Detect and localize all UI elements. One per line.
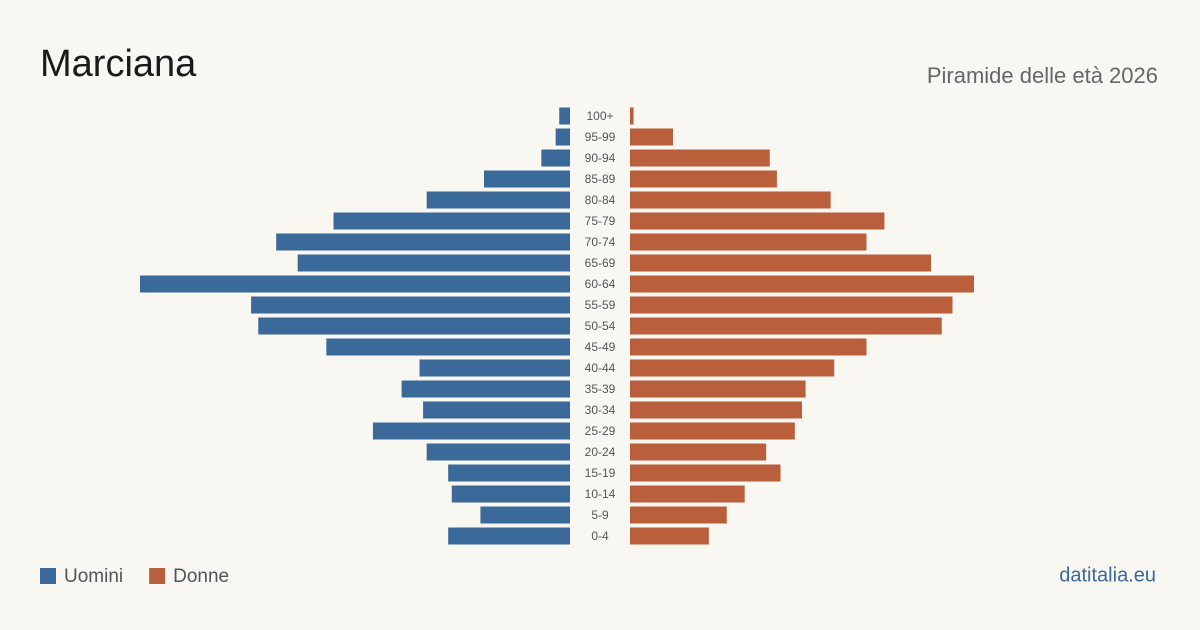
bar	[559, 107, 570, 125]
bar	[630, 506, 727, 524]
age-label: 40-44	[585, 361, 616, 375]
bar	[372, 422, 570, 440]
bar	[630, 107, 634, 125]
legend-label: Donne	[173, 566, 229, 587]
bar	[140, 275, 570, 293]
bar	[630, 296, 953, 314]
bar	[630, 464, 781, 482]
age-label: 95-99	[585, 130, 616, 144]
bar	[630, 338, 867, 356]
bar	[426, 443, 570, 461]
age-label: 5-9	[591, 508, 609, 522]
bar	[630, 422, 795, 440]
bar	[630, 527, 709, 545]
bar	[276, 233, 570, 251]
age-label: 100+	[586, 109, 613, 123]
bar	[326, 338, 570, 356]
bar	[630, 401, 802, 419]
age-label: 85-89	[585, 172, 616, 186]
age-label: 55-59	[585, 298, 616, 312]
bar	[480, 506, 570, 524]
bar	[448, 527, 570, 545]
legend-label: Uomini	[64, 566, 123, 587]
bar	[630, 317, 942, 335]
age-label: 70-74	[585, 235, 616, 249]
bar	[630, 485, 745, 503]
bar	[555, 128, 570, 146]
age-label: 20-24	[585, 445, 616, 459]
bar	[630, 443, 767, 461]
bar	[401, 380, 570, 398]
age-label: 0-4	[591, 529, 609, 543]
legend-swatch	[40, 568, 56, 584]
chart-title: Marciana	[40, 43, 197, 85]
bar	[630, 275, 974, 293]
bar	[251, 296, 571, 314]
bar	[630, 254, 931, 272]
age-label: 80-84	[585, 193, 616, 207]
bar	[258, 317, 570, 335]
bar	[630, 128, 673, 146]
age-label: 75-79	[585, 214, 616, 228]
bar	[630, 191, 831, 209]
age-label: 15-19	[585, 466, 616, 480]
bar	[630, 233, 867, 251]
bar	[484, 170, 570, 188]
source: datitalia.eu	[1059, 564, 1156, 586]
age-label: 60-64	[585, 277, 616, 291]
age-label: 30-34	[585, 403, 616, 417]
age-label: 10-14	[585, 487, 616, 501]
age-label: 25-29	[585, 424, 616, 438]
bar	[451, 485, 570, 503]
bar	[630, 359, 835, 377]
bar	[630, 149, 770, 167]
age-label: 45-49	[585, 340, 616, 354]
age-label: 35-39	[585, 382, 616, 396]
bar	[426, 191, 570, 209]
bar	[419, 359, 570, 377]
chart-subtitle: Piramide delle età 2026	[927, 63, 1158, 88]
bar	[630, 380, 806, 398]
age-label: 65-69	[585, 256, 616, 270]
bar	[541, 149, 570, 167]
bar	[630, 170, 777, 188]
bar	[630, 212, 885, 230]
bar	[448, 464, 570, 482]
bar	[297, 254, 570, 272]
legend-swatch	[149, 568, 166, 584]
age-label: 50-54	[585, 319, 616, 333]
bar	[333, 212, 570, 230]
age-label: 90-94	[585, 151, 616, 165]
bar	[423, 401, 570, 419]
